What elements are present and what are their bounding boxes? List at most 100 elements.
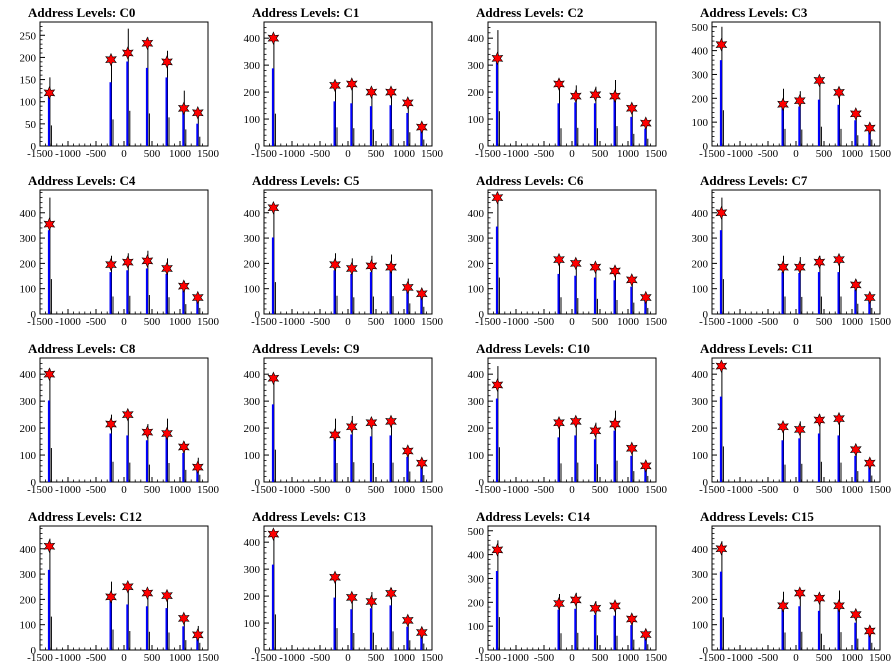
bar — [630, 625, 633, 650]
x-tick-label: -500 — [534, 316, 555, 328]
y-tick-label: 300 — [468, 573, 485, 585]
chart-panel: Address Levels: C9 0 100 200 300 400 -1500 -100… — [224, 336, 448, 504]
x-tick-label: 0 — [793, 652, 799, 664]
bar — [781, 608, 784, 650]
x-tick-label: -500 — [758, 148, 779, 160]
bar — [817, 433, 820, 482]
x-tick-label: 500 — [816, 148, 833, 160]
peak-marker — [121, 46, 134, 60]
peak-marker — [161, 261, 173, 276]
bar — [854, 455, 857, 482]
bar — [719, 571, 722, 650]
bar — [333, 101, 336, 146]
x-tick-label: 1000 — [393, 316, 416, 328]
bar — [574, 275, 577, 314]
peak-marker — [491, 190, 504, 205]
x-tick-label: -1500 — [27, 652, 53, 664]
peak-marker — [385, 85, 397, 99]
y-tick-label: 200 — [468, 597, 485, 609]
y-tick-label: 200 — [692, 423, 709, 435]
y-tick-label: 200 — [20, 52, 37, 64]
bar — [406, 288, 409, 314]
peak-marker — [849, 442, 862, 457]
bar — [271, 564, 274, 650]
peak-marker — [569, 256, 582, 271]
bar — [126, 604, 129, 650]
y-tick-label: 400 — [244, 537, 261, 549]
x-tick-label: 500 — [816, 652, 833, 664]
y-tick-label: 100 — [468, 114, 485, 126]
x-tick-label: 1000 — [617, 652, 640, 664]
x-tick-label: -500 — [310, 652, 331, 664]
x-tick-label: -1500 — [27, 316, 53, 328]
x-tick-label: 1000 — [393, 484, 416, 496]
peak-marker — [365, 415, 378, 430]
x-tick-label: 500 — [144, 484, 161, 496]
x-tick-label: -1000 — [727, 148, 753, 160]
peak-marker — [569, 414, 582, 429]
bar — [165, 273, 168, 314]
x-tick-label: 0 — [793, 316, 799, 328]
y-tick-label: 100 — [20, 284, 37, 296]
peak-marker — [833, 411, 845, 426]
peak-marker — [625, 101, 638, 116]
peak-marker — [329, 428, 341, 442]
bar — [574, 608, 577, 650]
chart-title: Address Levels: C12 — [28, 509, 142, 524]
peak-marker — [715, 359, 728, 373]
x-tick-label: 1000 — [841, 484, 864, 496]
chart-title: Address Levels: C13 — [252, 509, 366, 524]
x-tick-label: 500 — [368, 316, 385, 328]
peak-marker — [105, 417, 117, 431]
peak-marker — [401, 444, 414, 458]
y-tick-label: 200 — [468, 423, 485, 435]
y-tick-label: 400 — [468, 369, 485, 381]
peak-marker — [863, 456, 876, 470]
bar — [406, 456, 409, 482]
y-tick-label: 300 — [244, 564, 261, 576]
x-tick-label: -1500 — [475, 652, 501, 664]
x-tick-label: 1500 — [421, 148, 444, 160]
chart-svg: 0 100 200 300 400 -1500 -1000 -500 0 500 1000 1500 — [20, 357, 220, 496]
bar — [126, 61, 129, 147]
bar — [593, 614, 596, 650]
bar — [109, 272, 112, 314]
bar — [781, 104, 784, 146]
x-tick-label: -1000 — [279, 484, 305, 496]
chart-svg: 0 100 200 300 400 -1500 -1000 -500 0 500 1000 1500 — [692, 357, 892, 496]
x-tick-label: -500 — [86, 484, 107, 496]
x-tick-label: 500 — [368, 484, 385, 496]
x-tick-label: -500 — [310, 484, 331, 496]
peak-marker — [43, 539, 56, 553]
chart-svg: 0 100 200 300 400 -1500 -1000 -500 0 500 1000 1500 — [468, 357, 668, 496]
y-tick-label: 400 — [692, 208, 709, 220]
peak-marker — [715, 206, 728, 220]
y-tick-label: 100 — [244, 114, 261, 126]
x-tick-label: -500 — [758, 484, 779, 496]
y-tick-label: 0 — [703, 645, 709, 657]
x-tick-label: -1000 — [503, 148, 529, 160]
peak-marker — [589, 424, 602, 438]
bar — [196, 632, 199, 650]
x-tick-label: -1000 — [55, 484, 81, 496]
bar — [182, 106, 185, 146]
x-tick-label: 0 — [121, 484, 127, 496]
bar — [781, 272, 784, 314]
y-tick-label: 100 — [692, 620, 709, 632]
peak-marker — [553, 77, 565, 91]
y-tick-label: 100 — [692, 284, 709, 296]
bar — [798, 273, 801, 314]
chart-panel: Address Levels: C4 0 100 200 300 400 -1500 -100… — [0, 168, 224, 336]
chart-svg: 0 100 200 300 400 -1500 -1000 -500 0 500 1000 1500 — [468, 21, 668, 160]
y-tick-label: 200 — [692, 594, 709, 606]
peak-marker — [43, 86, 56, 100]
x-tick-label: -500 — [86, 652, 107, 664]
peak-marker — [863, 290, 876, 305]
x-tick-label: 0 — [569, 148, 575, 160]
chart-title: Address Levels: C7 — [700, 173, 808, 188]
y-tick-label: 400 — [20, 369, 37, 381]
chart-panel: Address Levels: C0 0 50 100 150 200 250 -1500 -1… — [0, 0, 224, 168]
bar — [145, 67, 148, 146]
x-tick-label: -500 — [758, 316, 779, 328]
peak-marker — [777, 97, 789, 112]
